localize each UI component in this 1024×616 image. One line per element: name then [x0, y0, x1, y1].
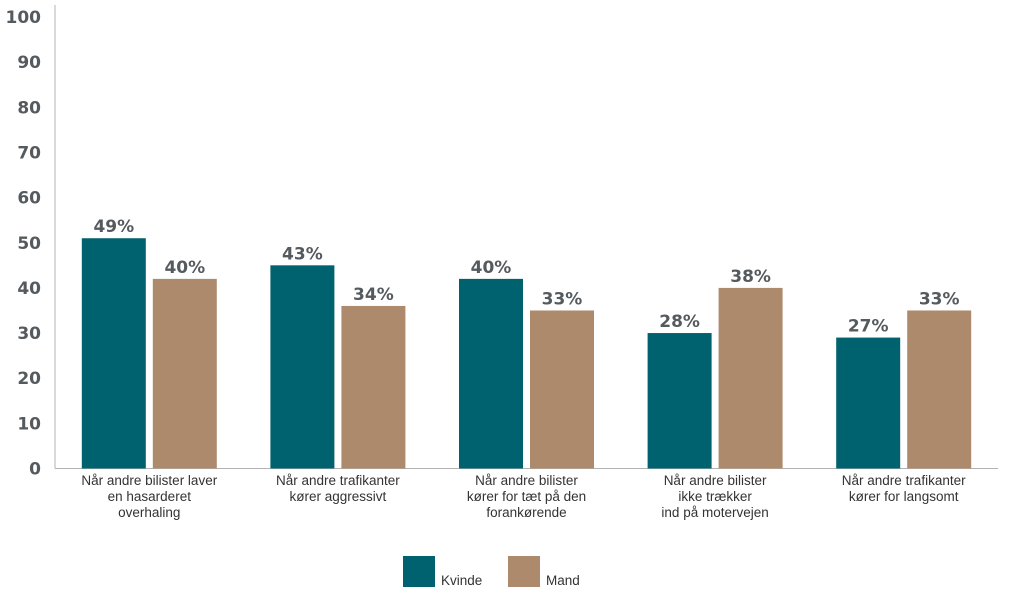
- y-tick-label: 40: [17, 279, 41, 299]
- data-label: 40%: [471, 258, 512, 278]
- bar-kvinde: [459, 278, 523, 469]
- y-tick-label: 90: [17, 53, 41, 73]
- data-label: 40%: [164, 258, 205, 278]
- legend-label-mand: Mand: [546, 573, 580, 588]
- bar-mand: [718, 287, 783, 469]
- x-category-label: Når andre bilister: [664, 473, 767, 488]
- x-category-label: kører aggressivt: [290, 489, 387, 504]
- y-tick-label: 50: [17, 234, 41, 254]
- y-tick-label: 10: [17, 414, 41, 434]
- x-category-label: overhaling: [118, 505, 180, 520]
- legend-label-kvinde: Kvinde: [441, 573, 482, 588]
- y-tick-label: 70: [17, 143, 41, 163]
- bar-kvinde: [270, 265, 335, 469]
- data-label: 33%: [542, 289, 583, 309]
- bar-kvinde: [81, 238, 146, 469]
- data-label: 33%: [919, 289, 960, 309]
- bar-mand: [341, 305, 406, 469]
- y-tick-label: 20: [17, 369, 41, 389]
- y-tick-label: 30: [17, 324, 41, 344]
- legend-swatch-kvinde: [403, 556, 435, 587]
- x-category-label: Når andre bilister laver: [81, 473, 217, 488]
- legend-swatch-mand: [508, 556, 540, 587]
- y-tick-label: 80: [17, 98, 41, 118]
- x-category-label: Når andre trafikanter: [842, 473, 966, 488]
- x-category-label: ikke trækker: [678, 489, 752, 504]
- data-label: 28%: [659, 312, 700, 332]
- y-tick-label: 100: [6, 8, 42, 28]
- x-category-label: Når andre bilister: [475, 473, 578, 488]
- y-tick-label: 60: [17, 189, 41, 209]
- bar-mand: [907, 310, 972, 469]
- data-label: 49%: [93, 217, 134, 237]
- bar-mand: [530, 310, 594, 469]
- bar-mand: [152, 278, 217, 469]
- x-category-label: kører for langsomt: [849, 489, 959, 504]
- data-label: 34%: [353, 285, 394, 305]
- bar-kvinde: [647, 333, 712, 469]
- data-label: 43%: [282, 244, 323, 264]
- data-label: 27%: [848, 317, 889, 337]
- x-category-label: kører for tæt på den: [467, 489, 586, 504]
- bar-kvinde: [836, 337, 901, 469]
- x-category-label: forankørende: [486, 505, 566, 520]
- x-category-label: en hasarderet: [108, 489, 192, 504]
- y-tick-label: 0: [29, 460, 41, 480]
- x-category-label: Når andre trafikanter: [276, 473, 400, 488]
- x-category-label: ind på motervejen: [661, 505, 768, 520]
- data-label: 38%: [730, 267, 771, 287]
